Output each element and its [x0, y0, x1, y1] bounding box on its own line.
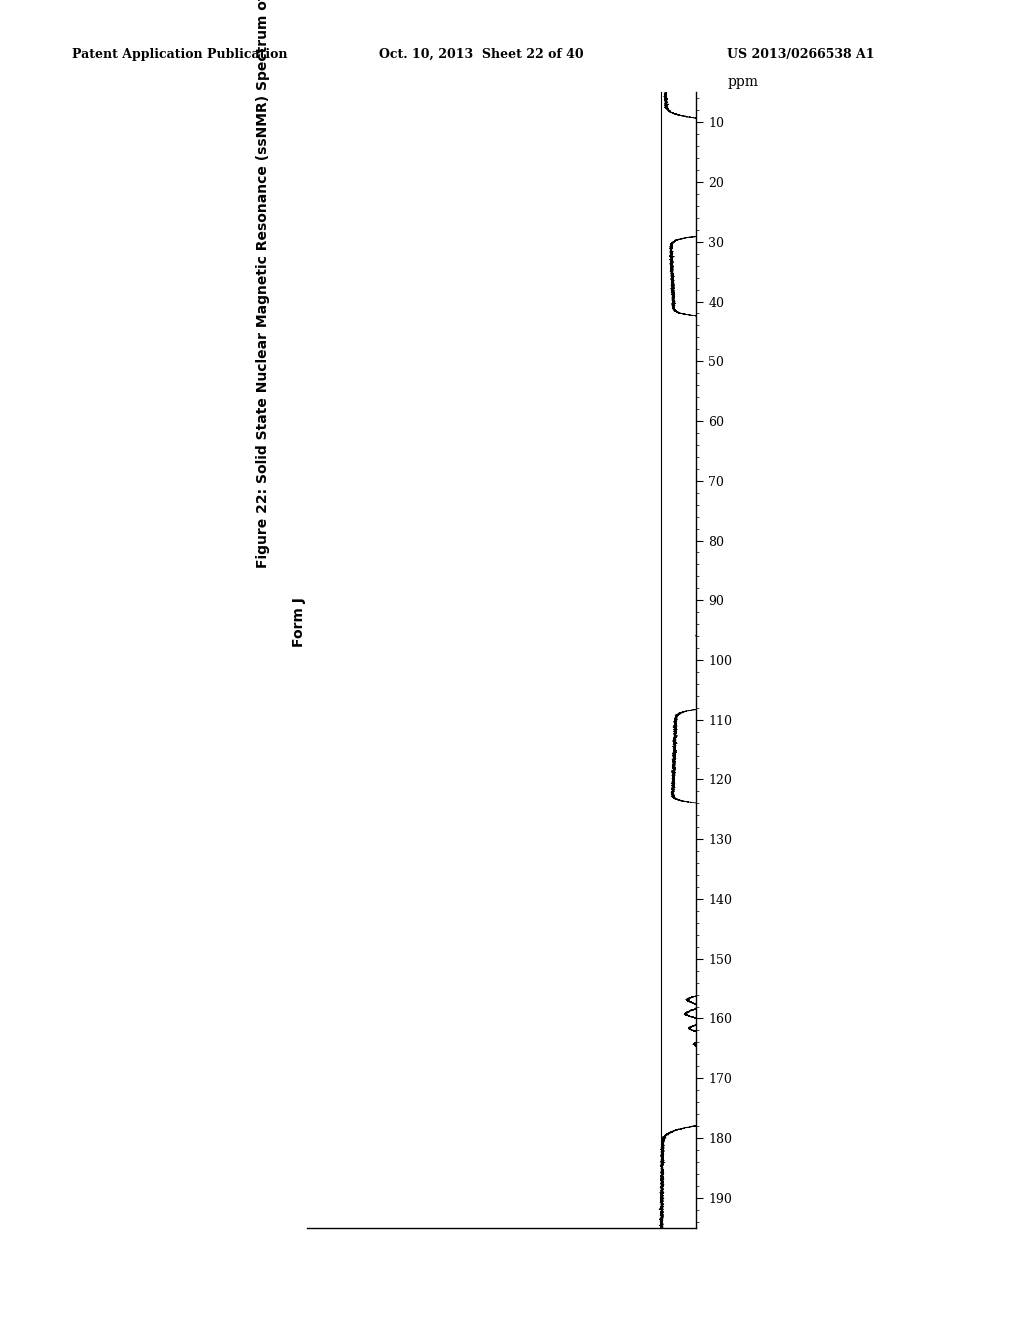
Text: Form J: Form J — [292, 597, 306, 647]
Y-axis label: ppm: ppm — [727, 75, 759, 90]
Text: Oct. 10, 2013  Sheet 22 of 40: Oct. 10, 2013 Sheet 22 of 40 — [379, 48, 584, 61]
Text: Patent Application Publication: Patent Application Publication — [72, 48, 287, 61]
Text: US 2013/0266538 A1: US 2013/0266538 A1 — [727, 48, 874, 61]
Text: Figure 22: Solid State Nuclear Magnetic Resonance (ssNMR) Spectrum of: Figure 22: Solid State Nuclear Magnetic … — [256, 0, 270, 568]
